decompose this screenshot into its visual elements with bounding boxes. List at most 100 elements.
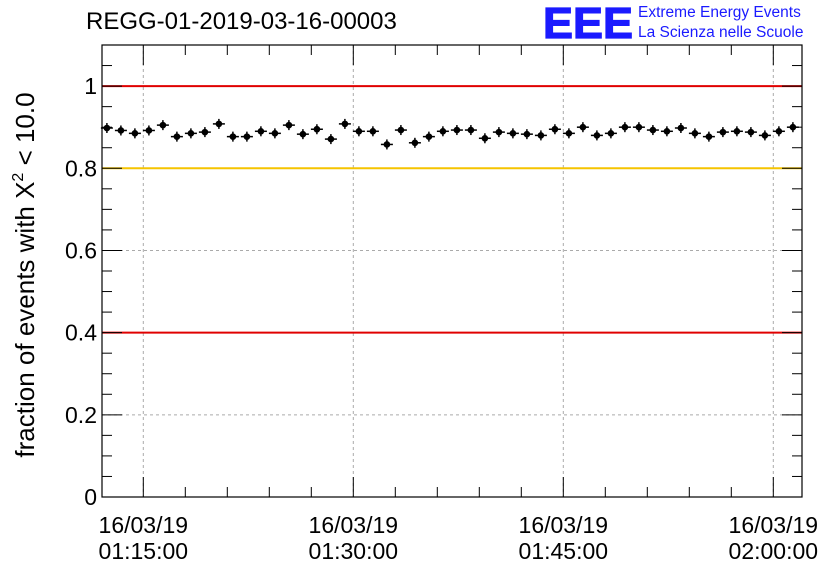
x-tick-label-time: 01:30:00 — [309, 538, 399, 564]
data-point — [394, 125, 407, 136]
point-marker — [453, 126, 461, 134]
data-point — [646, 125, 659, 136]
point-marker — [411, 139, 419, 147]
point-marker — [481, 134, 489, 142]
point-marker — [215, 120, 223, 128]
point-marker — [383, 141, 391, 148]
point-marker — [103, 124, 111, 132]
point-marker — [439, 127, 447, 135]
data-point — [632, 122, 645, 133]
data-point — [226, 131, 239, 142]
point-marker — [159, 121, 167, 129]
data-point — [618, 122, 631, 133]
point-marker — [705, 133, 713, 140]
data-point — [478, 133, 491, 144]
point-marker — [537, 132, 545, 139]
data-point — [310, 124, 323, 135]
point-marker — [243, 133, 251, 140]
point-marker — [355, 127, 363, 135]
point-marker — [341, 120, 349, 128]
point-marker — [523, 130, 531, 138]
data-point — [786, 122, 799, 133]
data-point — [590, 130, 603, 141]
point-marker — [327, 135, 335, 143]
logo-caption-line1: Extreme Energy Events — [638, 4, 801, 21]
data-point — [604, 128, 617, 139]
data-point — [506, 128, 519, 139]
data-point — [240, 131, 253, 142]
data-point — [660, 126, 673, 137]
data-point — [142, 125, 155, 136]
data-point — [576, 122, 589, 133]
logo-caption: Extreme Energy Events La Scienza nelle S… — [638, 3, 803, 43]
point-marker — [789, 123, 797, 131]
data-point — [156, 120, 169, 131]
point-marker — [425, 133, 433, 140]
data-point — [492, 127, 505, 138]
point-marker — [187, 130, 195, 137]
plot-frame — [101, 44, 803, 498]
y-tick-label: 0.2 — [65, 402, 97, 428]
data-point — [534, 130, 547, 141]
axis-ticks — [102, 44, 802, 498]
y-axis-label: fraction of events with X2 < 10.0 — [10, 92, 40, 457]
point-marker — [117, 127, 125, 134]
point-marker — [551, 125, 559, 133]
data-point — [772, 126, 785, 137]
data-point — [744, 127, 757, 138]
data-point — [380, 139, 393, 150]
point-marker — [733, 127, 741, 135]
data-point — [100, 123, 113, 134]
point-marker — [663, 127, 671, 135]
point-marker — [201, 128, 209, 136]
y-tick-label: 0.4 — [65, 320, 97, 346]
data-point — [674, 123, 687, 134]
data-point — [730, 126, 743, 137]
point-marker — [677, 124, 685, 132]
data-point — [184, 128, 197, 139]
point-marker — [369, 127, 377, 135]
x-tick-label-date: 16/03/19 — [309, 512, 399, 538]
data-point — [324, 134, 337, 145]
data-point — [170, 131, 183, 142]
y-axis-label-sup: 2 — [10, 173, 27, 182]
y-axis-label-tail: < 10.0 — [10, 92, 40, 172]
point-marker — [691, 130, 699, 137]
logo-letters: EEE — [543, 0, 633, 44]
point-marker — [145, 127, 153, 134]
chart-title: REGG-01-2019-03-16-00003 — [86, 8, 397, 35]
point-marker — [299, 130, 307, 138]
data-point — [716, 127, 729, 138]
point-marker — [593, 132, 601, 139]
point-marker — [579, 123, 587, 131]
point-marker — [495, 128, 503, 136]
data-point — [548, 124, 561, 135]
data-points — [100, 118, 799, 150]
data-point — [282, 120, 295, 131]
y-tick-label: 0.8 — [65, 155, 97, 181]
point-marker — [173, 133, 181, 140]
data-point — [366, 126, 379, 137]
data-point — [408, 137, 421, 148]
data-point — [702, 131, 715, 142]
point-marker — [131, 130, 139, 137]
point-marker — [271, 130, 279, 137]
data-point — [212, 118, 225, 129]
data-point — [520, 129, 533, 140]
x-tick-label-time: 02:00:00 — [729, 538, 819, 564]
point-marker — [649, 126, 657, 134]
x-tick-label-date: 16/03/19 — [99, 512, 189, 538]
point-marker — [397, 126, 405, 134]
y-tick-labels: 0 0.2 0.4 0.6 0.8 1 — [65, 73, 97, 510]
data-point — [562, 128, 575, 139]
x-tick-label-time: 01:45:00 — [519, 538, 609, 564]
data-point — [198, 127, 211, 138]
reference-lines — [102, 85, 802, 334]
data-point — [436, 126, 449, 137]
point-marker — [565, 130, 573, 137]
x-tick-label-date: 16/03/19 — [519, 512, 609, 538]
point-marker — [313, 125, 321, 133]
data-point — [338, 118, 351, 129]
